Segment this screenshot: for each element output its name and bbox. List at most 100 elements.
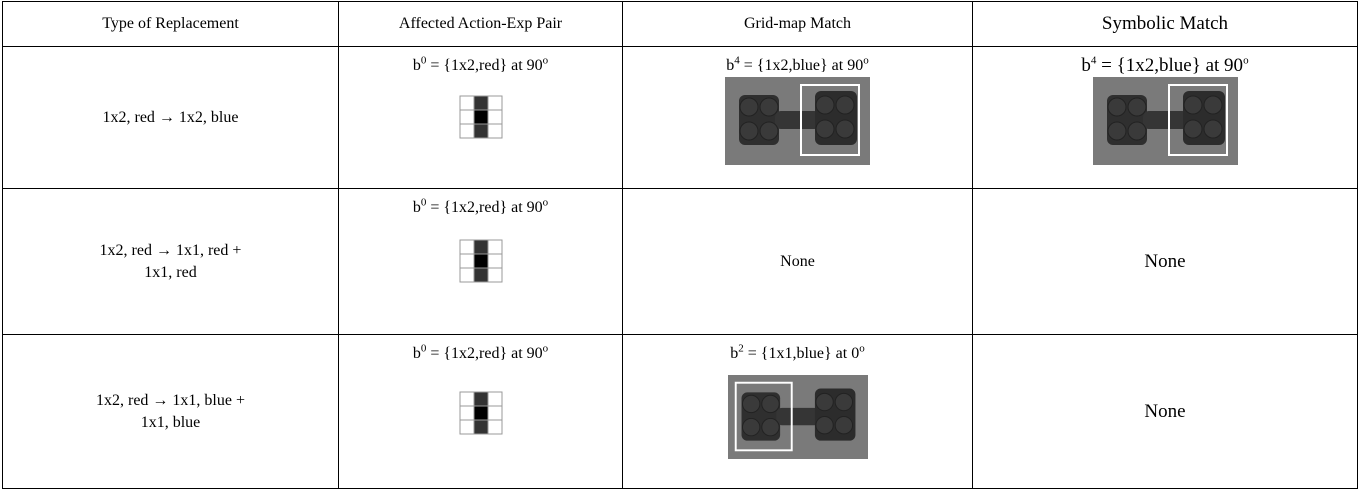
shape xyxy=(460,124,474,138)
part xyxy=(742,396,759,413)
shape xyxy=(474,392,488,406)
photo xyxy=(1093,77,1238,165)
part xyxy=(1184,96,1202,114)
photo xyxy=(728,375,868,459)
part xyxy=(740,98,758,116)
shape xyxy=(460,268,474,282)
part xyxy=(742,419,759,436)
cell: 1x2, red → 1x2, blue xyxy=(3,47,339,189)
shape xyxy=(474,240,488,254)
shape xyxy=(474,110,488,124)
cell: b4 = {1x2,blue} at 90o xyxy=(623,47,973,189)
grid-label: b4 = {1x2,blue} at 90o xyxy=(726,57,868,74)
type-text: 1x1, blue xyxy=(3,412,338,434)
shape xyxy=(488,420,502,434)
part xyxy=(1204,120,1222,138)
shape xyxy=(474,406,488,420)
shape xyxy=(488,392,502,406)
t: b xyxy=(413,199,421,216)
part xyxy=(1184,120,1202,138)
part xyxy=(1108,122,1126,140)
t: b xyxy=(1081,55,1091,76)
shape xyxy=(488,268,502,282)
t: o xyxy=(1243,55,1249,67)
part xyxy=(815,394,832,411)
cell: b2 = {1x1,blue} at 0o xyxy=(623,335,973,489)
t: = {1x2,blue} at 90 xyxy=(740,57,863,74)
cell: 1x2, red → 1x1, blue +1x1, blue xyxy=(3,335,339,489)
shape xyxy=(460,406,474,420)
t: = {1x2,red} at 90 xyxy=(426,57,542,74)
shape xyxy=(488,124,502,138)
shape xyxy=(474,420,488,434)
shape xyxy=(460,96,474,110)
t: o xyxy=(863,55,869,67)
header-row: Type of Replacement Affected Action-Exp … xyxy=(3,2,1358,47)
row: 1x2, red → 1x1, red +1x1, red b0 = {1x2,… xyxy=(3,189,1358,335)
cell: None xyxy=(973,189,1358,335)
shape xyxy=(460,240,474,254)
part xyxy=(836,96,854,114)
cell: b4 = {1x2,blue} at 90o xyxy=(973,47,1358,189)
cell: None xyxy=(973,335,1358,489)
shape xyxy=(488,240,502,254)
t: = {1x2,red} at 90 xyxy=(426,199,542,216)
part xyxy=(761,396,778,413)
symbolic-label: b4 = {1x2,blue} at 90o xyxy=(1081,55,1248,76)
part xyxy=(1204,96,1222,114)
shape xyxy=(1143,111,1188,129)
part xyxy=(836,120,854,138)
t: o xyxy=(859,343,865,355)
shape xyxy=(488,96,502,110)
shape xyxy=(460,254,474,268)
shape xyxy=(776,408,819,425)
pair-label: b0 = {1x2,red} at 90o xyxy=(413,57,548,74)
part xyxy=(815,417,832,434)
grid-icon xyxy=(459,391,503,435)
part xyxy=(761,419,778,436)
shape xyxy=(460,420,474,434)
cell: b0 = {1x2,red} at 90o xyxy=(339,335,623,489)
pair-label: b0 = {1x2,red} at 90o xyxy=(413,345,548,362)
photo xyxy=(725,77,870,165)
page: Type of Replacement Affected Action-Exp … xyxy=(0,0,1359,466)
part xyxy=(1108,98,1126,116)
shape xyxy=(474,96,488,110)
part xyxy=(835,394,852,411)
cell: b0 = {1x2,red} at 90o xyxy=(339,47,623,189)
part xyxy=(1128,98,1146,116)
pair-label: b0 = {1x2,red} at 90o xyxy=(413,199,548,216)
shape xyxy=(460,392,474,406)
part xyxy=(816,96,834,114)
shape xyxy=(474,268,488,282)
grid-icon xyxy=(459,95,503,139)
type-text: 1x2, red → 1x2, blue xyxy=(3,107,338,129)
row: 1x2, red → 1x1, blue +1x1, blue b0 = {1x… xyxy=(3,335,1358,489)
header-cell: Type of Replacement xyxy=(3,2,339,47)
grid-label: b2 = {1x1,blue} at 0o xyxy=(730,345,864,362)
t: b xyxy=(413,345,421,362)
part xyxy=(816,120,834,138)
t: b xyxy=(413,57,421,74)
shape xyxy=(488,406,502,420)
t: o xyxy=(543,343,549,355)
shape xyxy=(488,110,502,124)
grid-icon xyxy=(459,239,503,283)
shape xyxy=(775,111,820,129)
row: 1x2, red → 1x2, blue b0 = {1x2,red} at 9… xyxy=(3,47,1358,189)
t: = {1x2,red} at 90 xyxy=(426,345,542,362)
t: o xyxy=(543,197,549,209)
t: o xyxy=(543,55,549,67)
t: = {1x2,blue} at 90 xyxy=(1096,55,1243,76)
header-cell: Grid-map Match xyxy=(623,2,973,47)
header-cell: Affected Action-Exp Pair xyxy=(339,2,623,47)
results-table: Type of Replacement Affected Action-Exp … xyxy=(2,1,1358,489)
part xyxy=(760,122,778,140)
type-text: 1x2, red → 1x1, red + xyxy=(3,240,338,262)
part xyxy=(760,98,778,116)
shape xyxy=(474,254,488,268)
shape xyxy=(474,124,488,138)
shape xyxy=(488,254,502,268)
part xyxy=(1128,122,1146,140)
cell: 1x2, red → 1x1, red +1x1, red xyxy=(3,189,339,335)
